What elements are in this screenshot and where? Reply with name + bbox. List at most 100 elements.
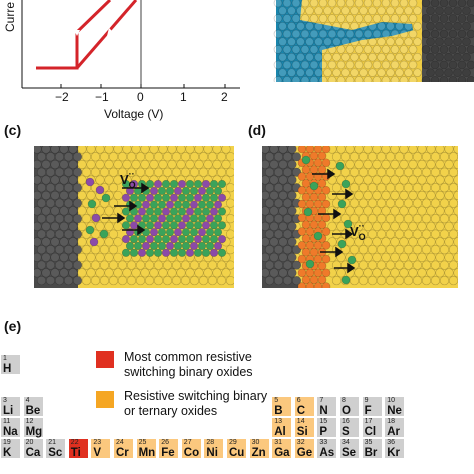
atom bbox=[350, 6, 359, 16]
electrode-atom bbox=[269, 252, 279, 262]
vacancy-atom bbox=[145, 207, 155, 216]
atom bbox=[363, 29, 373, 39]
vacancy-atom bbox=[173, 214, 183, 223]
oxygen-atom bbox=[113, 268, 123, 278]
oxygen-atom bbox=[358, 229, 369, 239]
atom bbox=[327, 45, 337, 54]
electrode-atom bbox=[466, 14, 474, 23]
oxide-atom bbox=[321, 241, 331, 250]
oxygen-atom bbox=[140, 268, 150, 278]
oxygen-atom bbox=[421, 275, 432, 286]
atomic-number: 28 bbox=[206, 439, 215, 446]
oxygen-atom bbox=[381, 190, 391, 201]
cation-atom bbox=[213, 241, 223, 251]
electrode-atom bbox=[453, 6, 462, 16]
electrode-atom bbox=[59, 268, 69, 278]
atom bbox=[300, 45, 310, 54]
oxygen-atom bbox=[113, 237, 123, 247]
oxygen-atom bbox=[408, 159, 418, 170]
electrode-atom bbox=[262, 190, 270, 201]
electrode-atom bbox=[421, 76, 431, 82]
electrode-atom bbox=[34, 221, 42, 231]
oxygen-atom bbox=[444, 159, 454, 170]
atom bbox=[323, 6, 332, 16]
electrode-atom bbox=[282, 245, 293, 255]
atom bbox=[377, 6, 386, 16]
cation-atom bbox=[137, 207, 147, 216]
atom bbox=[404, 68, 413, 77]
vacancy-atom bbox=[201, 193, 211, 202]
vacancy-atom bbox=[157, 241, 167, 251]
electrode-atom bbox=[63, 183, 74, 193]
oxygen-atom bbox=[117, 275, 128, 286]
oxygen-atom bbox=[354, 159, 364, 170]
atom bbox=[287, 52, 296, 62]
cation-atom bbox=[201, 179, 211, 189]
vacancy-atom bbox=[153, 207, 163, 216]
vacancy-atom bbox=[305, 259, 315, 269]
atom bbox=[278, 21, 287, 31]
oxygen-atom bbox=[394, 260, 405, 270]
oxygen-atom bbox=[448, 275, 458, 286]
migration-arrows bbox=[312, 168, 356, 274]
oxygen-atom bbox=[363, 175, 373, 185]
electrode-atom bbox=[426, 52, 435, 62]
atom bbox=[287, 6, 296, 16]
oxygen-atom bbox=[117, 167, 128, 177]
electrode-atom bbox=[453, 68, 462, 77]
vacancy-atom bbox=[201, 207, 211, 216]
element-symbol: Zn bbox=[251, 447, 266, 459]
oxygen-atom bbox=[180, 260, 191, 270]
vacancy-atom bbox=[121, 248, 131, 257]
oxygen-atom bbox=[448, 229, 458, 239]
oxygen-atom bbox=[430, 152, 441, 162]
filament bbox=[121, 179, 227, 257]
oxygen-atom bbox=[176, 159, 186, 170]
oxygen-atom bbox=[108, 229, 119, 239]
oxygen-atom bbox=[376, 183, 387, 193]
oxygen-atom bbox=[216, 275, 227, 286]
atom bbox=[309, 14, 319, 23]
oxygen-atom bbox=[345, 146, 355, 154]
oxygen-atom bbox=[354, 206, 364, 216]
electrode-atom bbox=[68, 146, 78, 154]
oxygen-atom bbox=[390, 159, 400, 170]
electrode-atom bbox=[439, 29, 449, 39]
oxygen-atom bbox=[349, 152, 360, 162]
element-cell-co: 27 Co bbox=[180, 438, 202, 459]
vacancy-atom bbox=[137, 234, 147, 244]
element-cell-na: 11 Na bbox=[0, 417, 21, 438]
atom bbox=[332, 21, 341, 31]
oxygen-atom bbox=[99, 275, 110, 286]
atomic-number: 5 bbox=[274, 397, 279, 404]
vacancy-atom bbox=[177, 234, 187, 244]
atom bbox=[413, 68, 422, 77]
oxygen-atom bbox=[113, 159, 123, 170]
vacancy-atom bbox=[197, 200, 207, 209]
oxygen-atom bbox=[95, 206, 105, 216]
vacancy-atom bbox=[129, 248, 139, 257]
atom bbox=[354, 29, 364, 39]
vacancy-atom bbox=[209, 234, 219, 244]
oxygen-atom bbox=[439, 229, 450, 239]
oxygen-atom bbox=[349, 167, 360, 177]
oxygen-atom bbox=[408, 190, 418, 201]
oxygen-atom bbox=[372, 190, 382, 201]
atom bbox=[341, 37, 350, 47]
element-cell-ge: 32 Ge bbox=[293, 438, 315, 459]
oxygen-atom bbox=[171, 152, 182, 162]
oxygen-atom bbox=[399, 237, 409, 247]
cation-atom bbox=[217, 234, 227, 244]
oxygen-atom bbox=[207, 167, 218, 177]
electrode-atom bbox=[36, 167, 47, 177]
atom bbox=[314, 37, 323, 47]
vacancy-atom bbox=[205, 186, 215, 195]
electrode-atom bbox=[457, 29, 467, 39]
oxygen-atom bbox=[448, 198, 458, 208]
iv-curve-panel: Curre −2 −1 0 1 2 Voltage (V) bbox=[3, 0, 240, 121]
oxygen-atom bbox=[363, 221, 373, 231]
electrode-atom bbox=[262, 268, 270, 278]
atom bbox=[377, 68, 386, 77]
vacancy-atom bbox=[177, 207, 187, 216]
vacancy-atom bbox=[149, 214, 159, 223]
